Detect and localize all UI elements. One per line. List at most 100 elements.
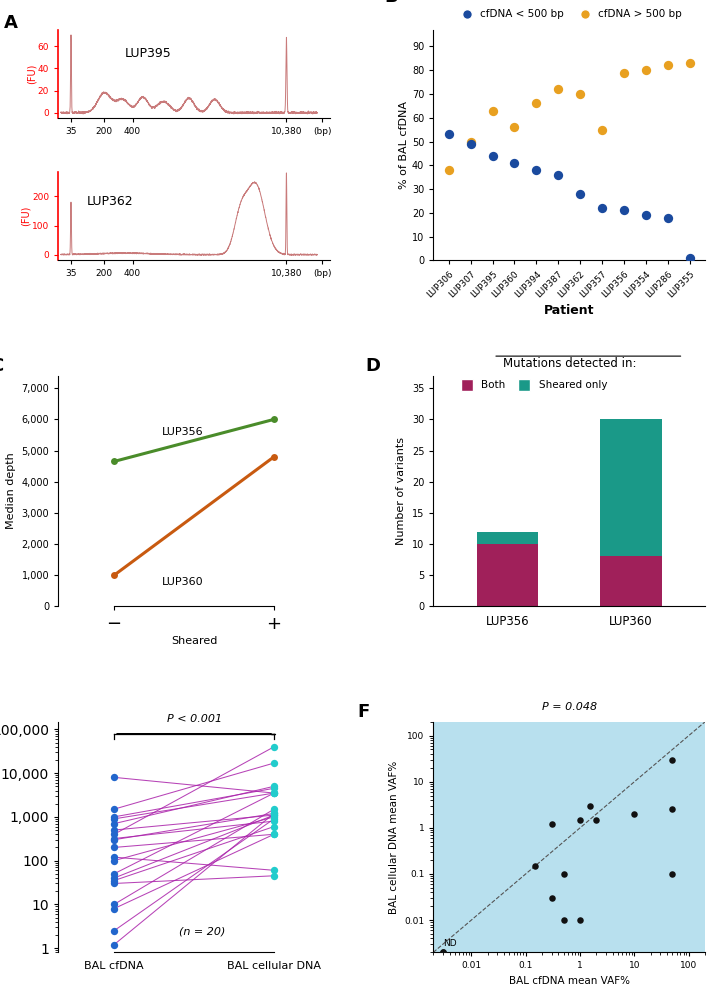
Point [268, 813, 280, 829]
Text: (n = 20): (n = 20) [179, 927, 225, 936]
Point [574, 811, 586, 827]
Point [509, 119, 521, 135]
Point [268, 802, 280, 817]
Point [108, 901, 120, 917]
Point [437, 944, 449, 960]
Point [590, 811, 602, 827]
Point [574, 86, 586, 102]
Point [108, 826, 120, 842]
Point [268, 826, 280, 842]
Point [618, 202, 630, 218]
Point [574, 912, 586, 928]
Point [584, 798, 595, 813]
Point [268, 785, 280, 801]
Point [108, 839, 120, 855]
Point [268, 807, 280, 823]
Point [531, 162, 542, 178]
Point [553, 167, 564, 183]
Point [268, 806, 280, 821]
Point [268, 779, 280, 795]
Point [108, 870, 120, 886]
Point [108, 897, 120, 913]
Text: B: B [385, 0, 398, 6]
Text: LUP360: LUP360 [162, 576, 204, 586]
Point [108, 853, 120, 869]
Point [667, 802, 678, 817]
Point [465, 134, 476, 150]
Point [662, 58, 674, 73]
Text: D: D [366, 357, 380, 375]
Point [684, 250, 696, 266]
Point [268, 826, 280, 842]
Point [546, 816, 558, 832]
Point [618, 64, 630, 80]
Point [486, 148, 498, 164]
Legend: cfDNA < 500 bp, cfDNA > 500 bp: cfDNA < 500 bp, cfDNA > 500 bp [452, 5, 686, 24]
Point [443, 126, 454, 142]
Point [667, 866, 678, 882]
Point [443, 162, 454, 178]
Y-axis label: (FU): (FU) [26, 63, 36, 84]
Point [529, 858, 541, 874]
Point [596, 200, 608, 216]
Y-axis label: Number of variants: Number of variants [396, 437, 406, 545]
Text: C: C [0, 357, 4, 375]
Point [667, 752, 678, 768]
Point [558, 866, 569, 882]
Bar [477, 532, 539, 544]
Point [268, 785, 280, 801]
Point [553, 81, 564, 97]
Bar [601, 420, 662, 557]
Point [531, 95, 542, 111]
Y-axis label: (FU): (FU) [20, 206, 31, 226]
Point [437, 944, 449, 960]
Text: P = 0.048: P = 0.048 [542, 702, 597, 712]
Point [108, 873, 120, 889]
Text: P < 0.001: P < 0.001 [166, 714, 222, 724]
X-axis label: Patient: Patient [544, 304, 595, 316]
Point [662, 209, 674, 225]
Point [108, 808, 120, 824]
Point [640, 62, 652, 78]
Point [574, 186, 586, 201]
Point [629, 806, 640, 821]
Point [108, 876, 120, 892]
Point [108, 936, 120, 952]
Text: LUP362: LUP362 [87, 195, 133, 208]
Title: Mutations detected in:: Mutations detected in: [502, 357, 636, 370]
Y-axis label: BAL cellular DNA mean VAF%: BAL cellular DNA mean VAF% [389, 761, 398, 914]
Point [108, 810, 120, 826]
Text: LUP356: LUP356 [162, 427, 204, 436]
Point [509, 155, 521, 171]
Point [268, 781, 280, 797]
Point [465, 136, 476, 152]
Point [268, 810, 280, 826]
Point [558, 912, 569, 928]
Point [640, 207, 652, 223]
Point [486, 102, 498, 118]
Point [108, 770, 120, 786]
Point [268, 806, 280, 821]
Text: ND: ND [443, 938, 457, 947]
Point [108, 802, 120, 817]
Point [596, 122, 608, 138]
X-axis label: BAL cfDNA mean VAF%: BAL cfDNA mean VAF% [509, 976, 630, 986]
Point [268, 818, 280, 834]
Text: A: A [4, 14, 17, 32]
Point [108, 815, 120, 831]
Bar [477, 544, 539, 606]
Text: F: F [357, 703, 369, 721]
Point [684, 56, 696, 71]
Point [108, 822, 120, 838]
Point [108, 866, 120, 882]
Point [268, 807, 280, 823]
Point [108, 849, 120, 865]
Text: LUP395: LUP395 [125, 48, 172, 61]
Y-axis label: Median depth: Median depth [6, 452, 16, 530]
Point [268, 755, 280, 771]
Point [108, 830, 120, 846]
X-axis label: Sheared: Sheared [171, 636, 217, 646]
Point [108, 832, 120, 848]
Bar [601, 557, 662, 606]
Point [268, 862, 280, 878]
